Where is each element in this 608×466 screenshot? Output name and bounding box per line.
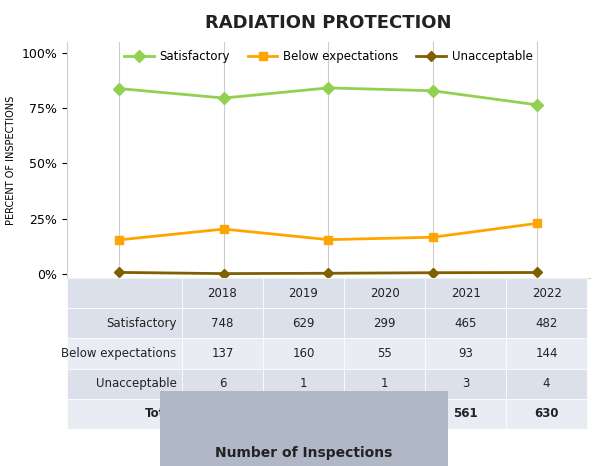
Text: Satisfactory: Satisfactory xyxy=(106,317,177,330)
Bar xyxy=(425,278,506,308)
Bar xyxy=(263,398,344,429)
Text: 630: 630 xyxy=(534,407,559,420)
Bar xyxy=(263,278,344,308)
Bar xyxy=(182,398,263,429)
Bar xyxy=(344,308,425,338)
Bar xyxy=(506,278,587,308)
Text: 2020: 2020 xyxy=(370,287,399,300)
Text: 482: 482 xyxy=(536,317,558,330)
Bar xyxy=(182,369,263,398)
Text: 891: 891 xyxy=(210,407,235,420)
Bar xyxy=(506,338,587,369)
Text: 355: 355 xyxy=(372,407,397,420)
Text: Unacceptable: Unacceptable xyxy=(96,377,177,390)
Bar xyxy=(67,369,182,398)
Text: Number of Inspections: Number of Inspections xyxy=(215,446,393,460)
Text: 629: 629 xyxy=(292,317,315,330)
Bar xyxy=(344,278,425,308)
Y-axis label: PERCENT OF INSPECTIONS: PERCENT OF INSPECTIONS xyxy=(5,96,16,225)
Text: Total: Total xyxy=(145,407,177,420)
Text: 2021: 2021 xyxy=(451,287,480,300)
Text: 93: 93 xyxy=(458,347,473,360)
Text: 465: 465 xyxy=(454,317,477,330)
Text: 1: 1 xyxy=(381,377,389,390)
Bar xyxy=(425,308,506,338)
Text: 790: 790 xyxy=(291,407,316,420)
Text: 3: 3 xyxy=(462,377,469,390)
Bar xyxy=(182,308,263,338)
Legend: Satisfactory, Below expectations, Unacceptable: Satisfactory, Below expectations, Unacce… xyxy=(119,46,537,68)
Text: 1: 1 xyxy=(300,377,307,390)
Bar xyxy=(67,338,182,369)
Text: 299: 299 xyxy=(373,317,396,330)
Text: 144: 144 xyxy=(536,347,558,360)
Bar xyxy=(67,398,182,429)
Bar xyxy=(506,308,587,338)
Text: 6: 6 xyxy=(219,377,226,390)
Text: 561: 561 xyxy=(453,407,478,420)
Text: 137: 137 xyxy=(211,347,233,360)
Bar xyxy=(344,338,425,369)
Text: 2022: 2022 xyxy=(531,287,562,300)
Bar xyxy=(425,338,506,369)
Text: 2019: 2019 xyxy=(289,287,319,300)
Bar xyxy=(182,278,263,308)
Title: RADIATION PROTECTION: RADIATION PROTECTION xyxy=(205,14,452,32)
Bar xyxy=(263,308,344,338)
Bar xyxy=(182,338,263,369)
Bar xyxy=(425,369,506,398)
Text: 4: 4 xyxy=(543,377,550,390)
Bar xyxy=(344,398,425,429)
Bar xyxy=(67,278,182,308)
Text: 160: 160 xyxy=(292,347,315,360)
Bar xyxy=(263,338,344,369)
Bar xyxy=(506,398,587,429)
Bar xyxy=(263,369,344,398)
Bar xyxy=(506,369,587,398)
Bar xyxy=(67,308,182,338)
Text: 55: 55 xyxy=(377,347,392,360)
Bar xyxy=(425,398,506,429)
Text: Below expectations: Below expectations xyxy=(61,347,177,360)
Bar xyxy=(344,369,425,398)
Text: 748: 748 xyxy=(211,317,233,330)
Text: 2018: 2018 xyxy=(207,287,237,300)
